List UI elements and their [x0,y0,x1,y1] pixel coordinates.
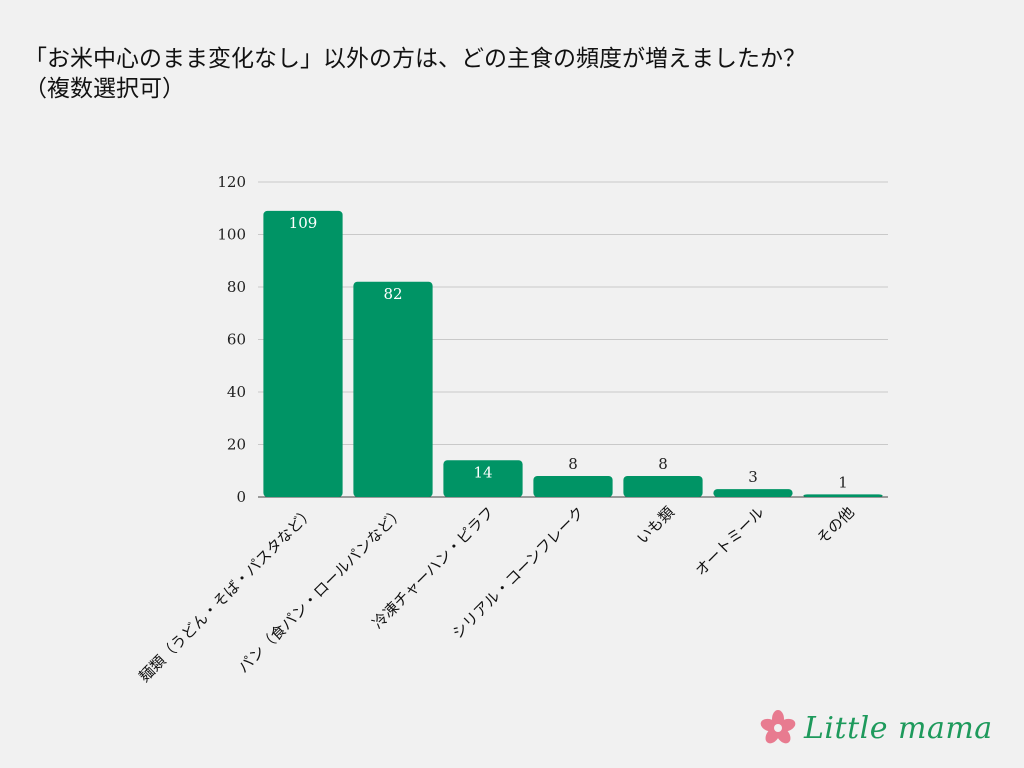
y-tick-label: 0 [236,488,246,506]
data-label: 82 [383,285,402,303]
brand-name: Little mama [804,710,993,746]
chart-title-line2: （複数選択可） [24,76,185,102]
data-label: 8 [568,455,578,473]
y-tick-label: 100 [217,226,246,244]
x-tick-label: 麺類（うどん・そば・パスタなど） [135,503,317,685]
y-tick-label: 60 [227,331,246,349]
data-label: 1 [838,473,848,491]
x-tick-label: いも類 [633,503,678,548]
flower-petal [760,718,779,732]
x-tick-label: その他 [813,503,858,548]
bar [533,476,613,497]
bar [713,489,793,497]
brand-logo: Little mama [758,700,993,756]
y-tick-label: 20 [227,436,246,454]
chart-title-line1: 「お米中心のまま変化なし」以外の方は、どの主食の頻度が増えましたか？ [24,46,806,72]
y-tick-label: 40 [227,383,246,401]
data-label: 3 [748,468,758,486]
y-tick-label: 80 [227,278,246,296]
x-tick-label: パン（食パン・ロールパンなど） [234,503,407,676]
y-tick-label: 120 [217,173,246,191]
data-label: 14 [473,463,492,481]
data-label: 8 [658,455,668,473]
chart-title: 「お米中心のまま変化なし」以外の方は、どの主食の頻度が増えましたか？ （複数選択… [24,44,1014,104]
bar [623,476,703,497]
bar [353,281,433,497]
bar [803,494,883,497]
flower-icon [760,710,796,744]
bar [263,210,343,497]
x-tick-label: オートミール [691,503,767,579]
bar [443,460,523,497]
data-label: 109 [289,214,318,232]
